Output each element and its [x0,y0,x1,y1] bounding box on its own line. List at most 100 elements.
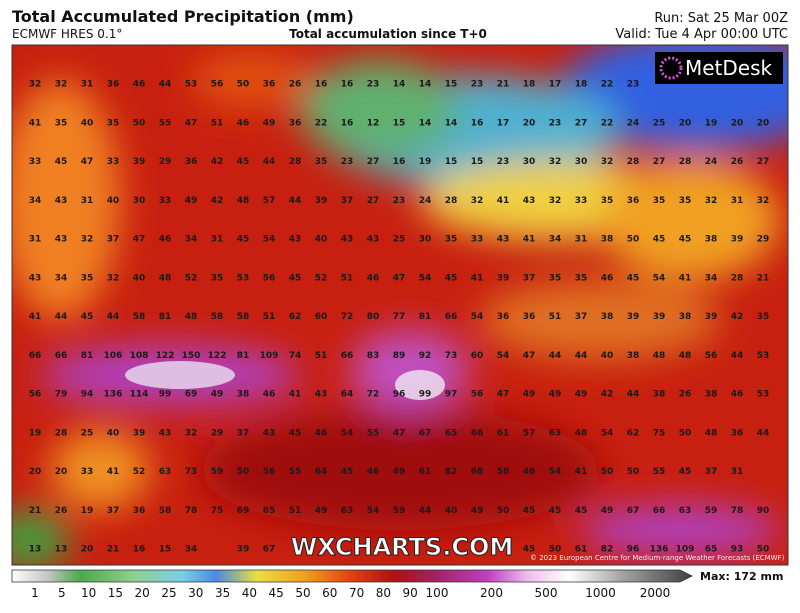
grid-value: 56 [29,390,42,400]
grid-value: 54 [419,273,432,283]
grid-value: 43 [289,235,302,245]
grid-value: 32 [107,273,120,283]
grid-value: 59 [393,506,406,516]
grid-value: 47 [523,351,536,361]
grid-value: 89 [393,351,406,361]
grid-value: 46 [159,235,172,245]
grid-value: 72 [367,390,380,400]
grid-value: 36 [627,196,640,206]
grid-value: 49 [185,196,198,206]
colorbar-label: 35 [215,586,230,600]
grid-value: 31 [731,196,744,206]
grid-value: 64 [341,390,354,400]
grid-value: 92 [419,351,432,361]
grid-value: 48 [575,428,588,438]
grid-value: 32 [185,428,198,438]
grid-value: 37 [523,273,536,283]
grid-value: 54 [497,351,510,361]
grid-value: 96 [393,390,406,400]
grid-value: 34 [29,196,42,206]
grid-value: 41 [29,118,42,128]
grid-value: 42 [211,157,224,167]
grid-value: 114 [130,390,149,400]
grid-value: 38 [653,390,666,400]
grid-value: 34 [705,273,718,283]
grid-value: 43 [263,428,276,438]
grid-value: 37 [107,235,120,245]
grid-value: 55 [159,118,172,128]
grid-value: 49 [315,506,328,516]
grid-value: 44 [419,506,432,516]
grid-value: 50 [757,545,770,555]
grid-value: 36 [185,157,198,167]
valid-time: Valid: Tue 4 Apr 00:00 UTC [615,27,788,42]
grid-value: 36 [263,80,276,90]
grid-value: 22 [315,118,328,128]
grid-value: 41 [575,467,588,477]
grid-value: 44 [289,196,302,206]
grid-value: 16 [341,80,354,90]
colorbar-label: 500 [535,586,558,600]
grid-value: 25 [81,428,94,438]
grid-value: 46 [263,390,276,400]
grid-value: 35 [757,312,770,322]
map [11,44,789,566]
grid-value: 17 [549,80,562,90]
grid-value: 27 [653,157,666,167]
grid-value: 150 [182,351,201,361]
grid-value: 69 [185,390,198,400]
watermark: WXCHARTS.COM [291,533,513,561]
grid-value: 39 [315,196,328,206]
grid-value: 40 [601,351,614,361]
grid-value: 96 [627,545,640,555]
grid-value: 37 [341,196,354,206]
grid-value: 46 [367,273,380,283]
grid-value: 33 [471,235,484,245]
grid-value: 94 [81,390,94,400]
grid-value: 45 [653,235,666,245]
grid-value: 66 [29,351,42,361]
grid-value: 41 [289,390,302,400]
grid-value: 35 [653,196,666,206]
grid-value: 42 [211,196,224,206]
grid-value: 44 [575,351,588,361]
grid-value: 28 [679,157,692,167]
grid-value: 26 [679,390,692,400]
grid-value: 32 [55,80,68,90]
grid-value: 43 [367,235,380,245]
grid-value: 27 [367,196,380,206]
grid-value: 38 [679,312,692,322]
grid-value: 40 [107,196,120,206]
max-label: Max: 172 mm [700,570,783,583]
grid-value: 45 [81,312,94,322]
grid-value: 31 [29,235,42,245]
grid-value: 36 [289,118,302,128]
grid-value: 44 [731,351,744,361]
colorbar-label: 70 [349,586,364,600]
grid-value: 32 [29,80,42,90]
grid-value: 33 [159,196,172,206]
grid-value: 63 [679,506,692,516]
grid-value: 60 [471,351,484,361]
grid-value: 66 [341,351,354,361]
grid-value: 41 [29,312,42,322]
grid-value: 81 [237,351,250,361]
colorbar-label: 20 [135,586,150,600]
colorbar-label: 100 [426,586,449,600]
colorbar-label: 5 [58,586,66,600]
grid-value: 39 [497,273,510,283]
grid-value: 45 [523,506,536,516]
grid-value: 32 [549,157,562,167]
grid-value: 14 [419,118,432,128]
grid-value: 49 [393,467,406,477]
grid-value: 32 [549,196,562,206]
grid-value: 58 [237,312,250,322]
grid-value: 73 [185,467,198,477]
grid-value: 30 [575,157,588,167]
grid-value: 58 [497,467,510,477]
grid-value: 45 [289,428,302,438]
grid-value: 43 [55,196,68,206]
grid-value: 20 [731,118,744,128]
grid-value: 37 [705,467,718,477]
grid-value: 81 [159,312,172,322]
